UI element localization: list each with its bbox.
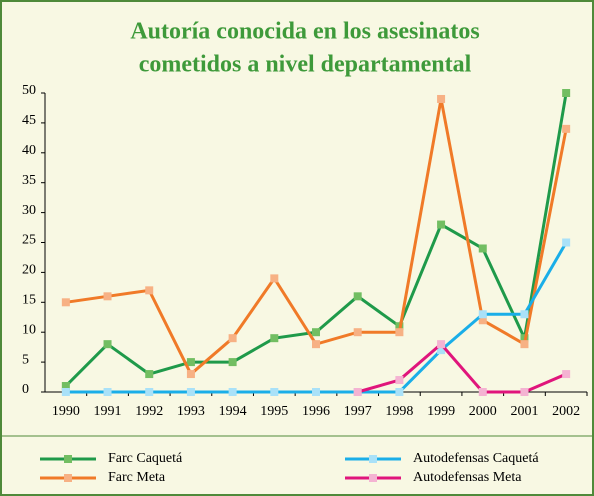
- point: [353, 292, 362, 301]
- x-tick-label: 1993: [177, 404, 205, 419]
- x-tick-label: 1997: [344, 404, 372, 419]
- legend-marker: [64, 474, 72, 482]
- legend-label: Farc Meta: [108, 470, 166, 485]
- y-tick-label: 0: [22, 382, 29, 397]
- x-tick-label: 1992: [135, 404, 163, 419]
- point: [562, 89, 571, 97]
- point: [228, 334, 237, 343]
- point: [270, 274, 279, 283]
- point: [312, 388, 320, 396]
- x-tick-label: 2001: [510, 404, 538, 419]
- x-tick-label: 1996: [302, 404, 330, 419]
- point: [228, 358, 237, 367]
- x-tick-label: 1995: [260, 404, 288, 419]
- legend-marker: [369, 455, 377, 463]
- y-tick-label: 35: [22, 173, 36, 188]
- point: [437, 346, 446, 355]
- point: [520, 388, 529, 396]
- series-line: [357, 342, 567, 394]
- chart-title: cometidos a nivel departamental: [139, 52, 472, 78]
- point: [478, 310, 487, 319]
- point: [61, 382, 70, 391]
- point: [186, 370, 195, 379]
- x-tick-label: 1990: [52, 404, 80, 419]
- y-tick-label: 5: [22, 352, 29, 367]
- point: [312, 328, 320, 337]
- point: [520, 340, 529, 349]
- point: [61, 388, 70, 396]
- legend-label: Farc Caquetá: [108, 451, 183, 466]
- point: [395, 328, 404, 337]
- point: [478, 388, 487, 396]
- point: [395, 388, 404, 396]
- point: [270, 334, 279, 343]
- point: [103, 388, 112, 396]
- point: [562, 370, 571, 379]
- point: [562, 124, 571, 133]
- point: [103, 292, 112, 301]
- point: [437, 94, 446, 103]
- legend-marker: [64, 455, 72, 463]
- y-tick-label: 15: [22, 293, 36, 308]
- point: [186, 358, 195, 367]
- point: [478, 316, 487, 325]
- point: [312, 340, 320, 349]
- legend-label: Autodefensas Caquetá: [413, 451, 539, 466]
- legend-label: Autodefensas Meta: [413, 470, 522, 485]
- point: [353, 328, 362, 337]
- x-tick-label: 1999: [427, 404, 455, 419]
- point: [186, 388, 195, 396]
- point: [145, 370, 154, 379]
- y-tick-label: 20: [22, 263, 36, 278]
- point: [353, 388, 362, 396]
- x-tick-label: 1994: [219, 404, 247, 419]
- point: [520, 310, 529, 319]
- point: [61, 298, 70, 307]
- point: [270, 388, 279, 396]
- x-tick-label: 1998: [385, 404, 413, 419]
- x-tick-label: 2002: [552, 404, 580, 419]
- point: [145, 388, 154, 396]
- point: [478, 244, 487, 253]
- point: [562, 238, 571, 247]
- y-tick-label: 25: [22, 233, 36, 248]
- point: [228, 388, 237, 396]
- y-tick-label: 50: [22, 83, 36, 98]
- x-tick-label: 1991: [94, 404, 122, 419]
- point: [437, 340, 446, 349]
- y-tick-label: 10: [22, 322, 36, 337]
- chart-title: Autoría conocida en los asesinatos: [130, 19, 479, 45]
- y-tick-label: 30: [22, 203, 36, 218]
- point: [103, 340, 112, 349]
- x-tick-label: 2000: [469, 404, 497, 419]
- y-tick-label: 40: [22, 143, 36, 158]
- point: [437, 220, 446, 229]
- point: [395, 376, 404, 385]
- y-tick-label: 45: [22, 113, 36, 128]
- legend-marker: [369, 474, 377, 482]
- point: [145, 286, 154, 295]
